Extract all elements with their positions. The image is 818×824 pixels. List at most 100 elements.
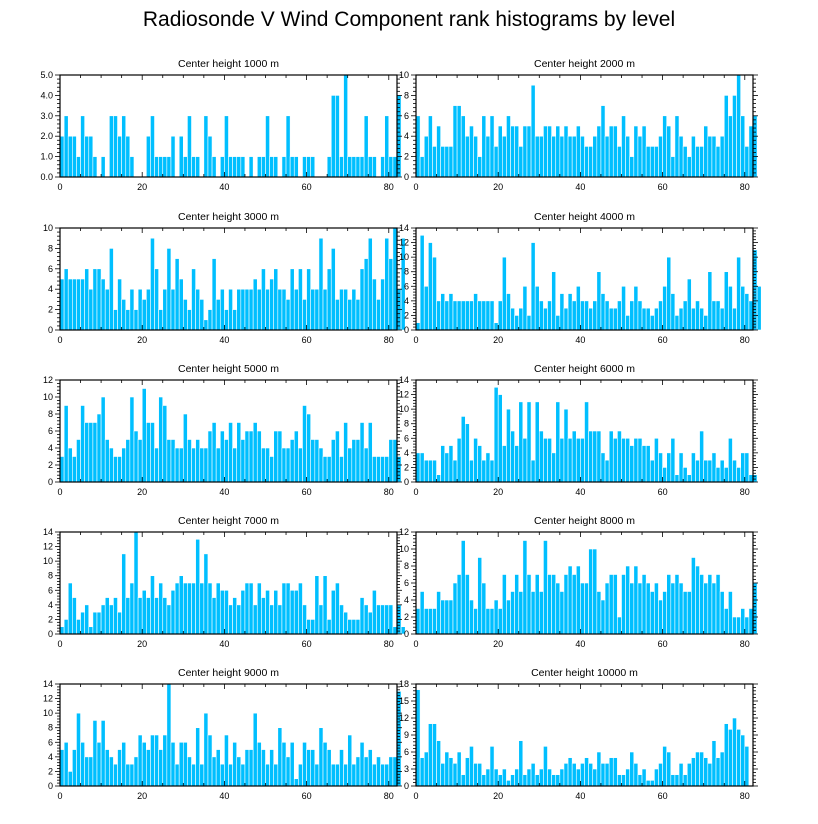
bar — [658, 452, 663, 483]
bar — [526, 125, 532, 178]
bar — [162, 156, 168, 178]
x-tick-label: 60 — [658, 639, 668, 649]
bar — [158, 396, 164, 483]
y-tick-label: 4 — [404, 296, 409, 306]
bar — [248, 288, 254, 331]
bar — [645, 307, 651, 331]
bar — [306, 156, 311, 178]
bar — [415, 322, 421, 331]
bar — [502, 445, 507, 483]
bar — [240, 156, 246, 178]
bar — [748, 608, 754, 635]
bar — [711, 300, 717, 331]
bar — [244, 582, 250, 635]
bar — [654, 582, 659, 635]
bar — [580, 763, 585, 787]
bar — [236, 756, 242, 787]
bar — [129, 396, 135, 483]
plot-frame — [415, 74, 754, 178]
bar — [744, 746, 750, 787]
bar — [195, 156, 201, 178]
bar — [575, 285, 581, 331]
bar — [80, 115, 85, 178]
bar — [723, 95, 729, 178]
bar — [343, 288, 348, 331]
bar — [686, 474, 692, 483]
panel-title: Center height 5000 m — [178, 363, 279, 375]
bar — [662, 115, 667, 178]
bar — [452, 300, 458, 331]
bar — [526, 768, 532, 787]
bar — [621, 574, 626, 635]
bar — [203, 115, 209, 178]
bar — [732, 459, 737, 483]
y-tick-label: 8 — [48, 409, 53, 419]
bar — [584, 582, 589, 635]
bar — [477, 445, 483, 483]
x-tick-label: 80 — [384, 182, 394, 192]
bar — [182, 299, 188, 331]
bar — [63, 115, 69, 178]
bar — [612, 125, 618, 178]
bar — [67, 447, 73, 483]
bar — [343, 763, 348, 787]
bar — [109, 604, 114, 635]
bar — [604, 300, 610, 331]
bar — [563, 763, 569, 787]
bar — [187, 115, 192, 178]
bar — [518, 146, 524, 178]
bar — [207, 430, 213, 483]
bar — [306, 749, 311, 787]
bar — [456, 300, 462, 331]
panel-8: Center height 8000 m 0 20 40 60 80 0 2 4 6 8 10 12 — [399, 515, 758, 649]
bar — [306, 268, 311, 331]
x-tick-label: 80 — [384, 791, 394, 801]
x-tick-label: 40 — [219, 182, 229, 192]
bar — [326, 619, 332, 635]
bar — [419, 591, 425, 635]
x-tick-label: 60 — [658, 791, 668, 801]
bar — [335, 430, 340, 483]
bar — [302, 299, 307, 331]
bar — [244, 749, 250, 787]
bar — [347, 734, 353, 787]
bar — [289, 439, 295, 483]
bar — [59, 278, 65, 331]
x-tick-label: 0 — [57, 639, 62, 649]
bar — [633, 437, 639, 483]
bar — [617, 616, 622, 635]
bar — [530, 242, 536, 331]
bar — [666, 452, 672, 483]
bar — [67, 135, 73, 178]
bar — [678, 763, 684, 787]
bar — [80, 611, 85, 635]
bar — [363, 258, 369, 331]
bar — [339, 604, 344, 635]
bar — [400, 626, 406, 635]
bar — [633, 125, 639, 178]
bar — [419, 156, 425, 178]
bar — [543, 540, 548, 635]
bar — [600, 763, 606, 787]
bar — [339, 456, 344, 483]
bar — [526, 315, 532, 331]
bar — [563, 307, 569, 331]
y-tick-label: 2 — [404, 462, 409, 472]
bar — [538, 591, 544, 635]
bar — [522, 125, 528, 178]
bar — [748, 474, 754, 483]
bar — [298, 582, 303, 635]
y-tick-label: 4 — [48, 284, 53, 294]
bar — [277, 604, 283, 635]
bar — [347, 619, 353, 635]
y-tick-label: 8 — [404, 90, 409, 100]
bar — [174, 763, 180, 787]
bar — [448, 146, 454, 178]
bar — [641, 307, 647, 331]
panel-title: Center height 1000 m — [178, 58, 279, 70]
bar — [269, 749, 275, 787]
y-tick-label: 4 — [404, 595, 409, 605]
bar — [580, 135, 585, 178]
y-tick-label: 2 — [404, 612, 409, 622]
y-tick-label: 8 — [48, 723, 53, 733]
